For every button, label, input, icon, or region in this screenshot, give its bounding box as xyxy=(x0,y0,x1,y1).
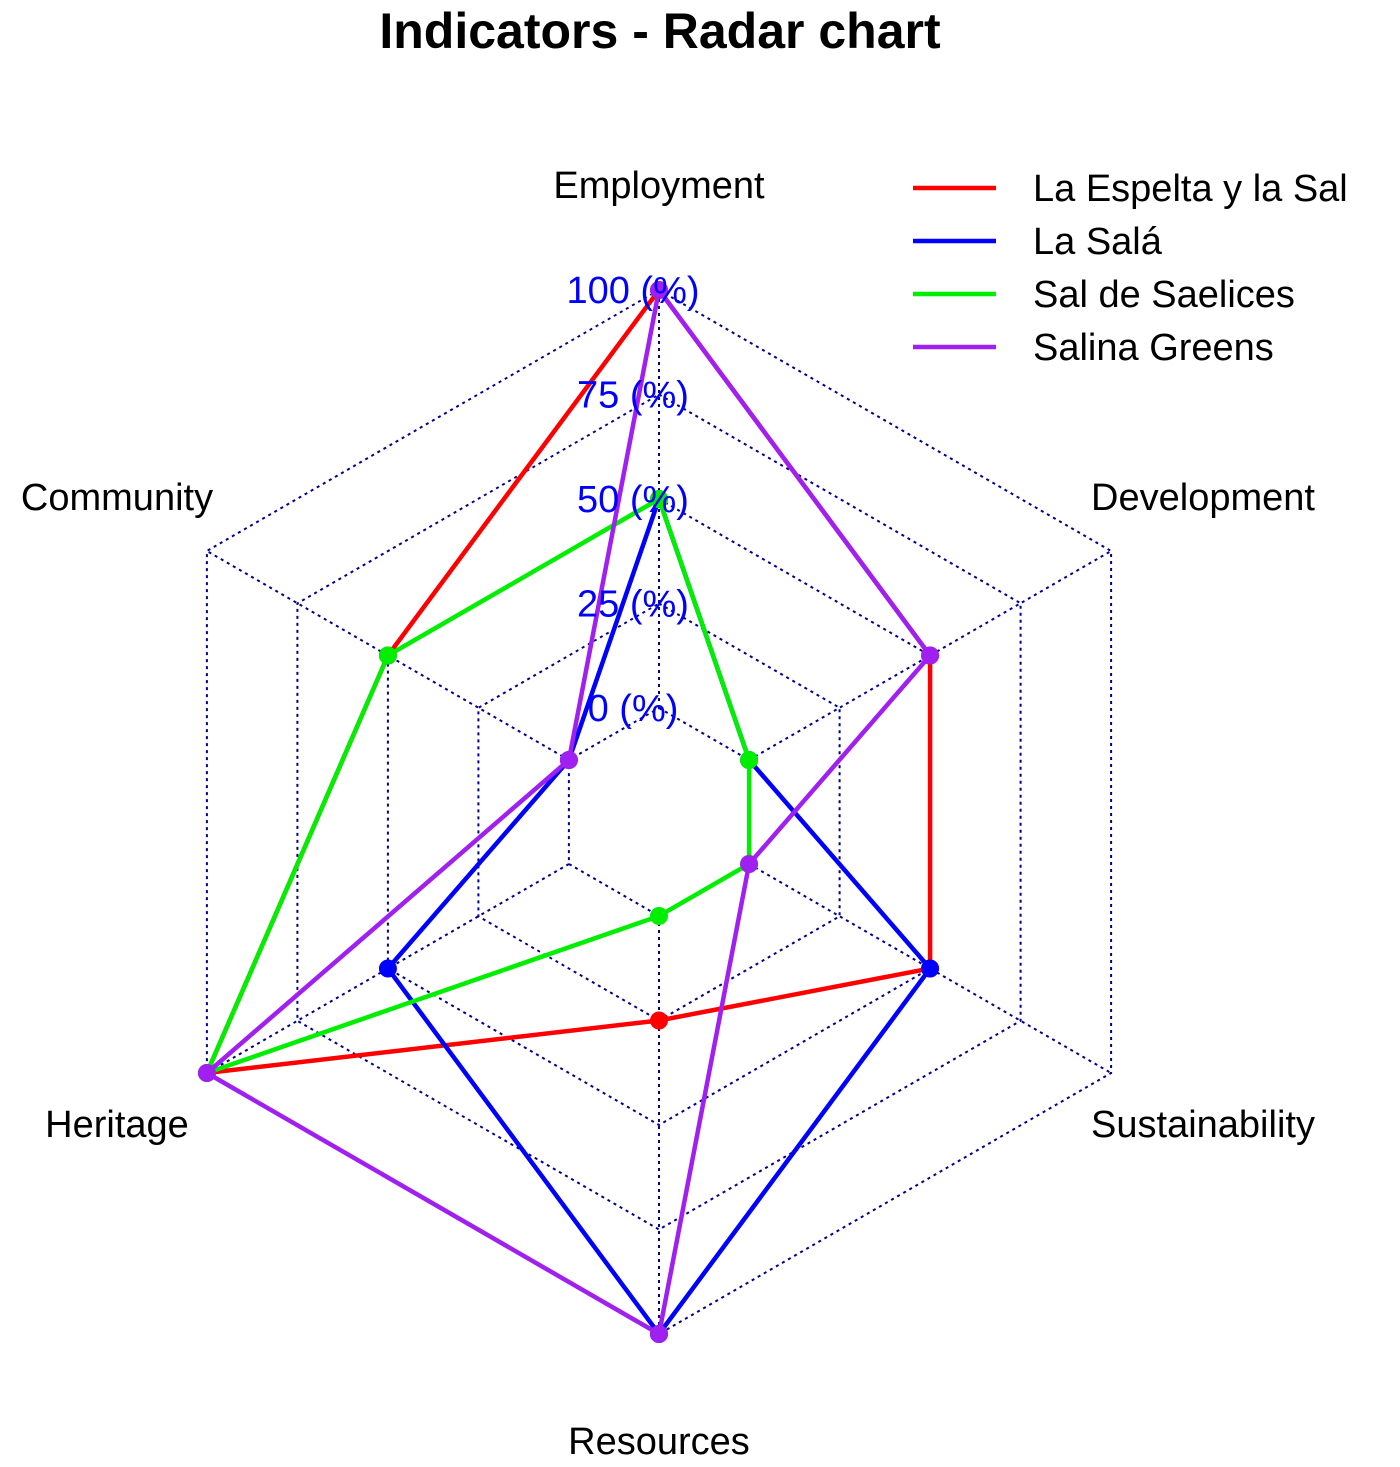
series-point-sal-de-saelices-resources xyxy=(650,907,668,925)
legend-label-la-espelta-y-la-sal: La Espelta y la Sal xyxy=(1033,168,1348,210)
axis-label-development: Development xyxy=(1091,477,1315,519)
legend[interactable]: La Espelta y la Sal La Salá Sal de Saelice… xyxy=(913,168,1348,369)
series-line-salina-greens xyxy=(203,284,933,1338)
axis-label-community: Community xyxy=(21,477,213,519)
series-point-salina-greens-employment xyxy=(650,281,668,299)
legend-label-salina-greens: Salina Greens xyxy=(1033,327,1274,369)
axis-label-sustainability: Sustainability xyxy=(1091,1104,1315,1146)
grid-ring xyxy=(567,706,751,918)
series-point-salina-greens-heritage xyxy=(197,1064,216,1082)
series-point-salina-greens-resources xyxy=(650,1325,668,1343)
axis-label-resources: Resources xyxy=(568,1421,750,1463)
series-line-la-espelta-y-la-sal xyxy=(203,286,933,1076)
tick-label: 50 (%) xyxy=(577,479,689,521)
series-point-la-espelta-y-la-sal-resources xyxy=(650,1011,668,1030)
series-point-la-sal--sustainability xyxy=(921,959,940,978)
series-point-la-sal--heritage xyxy=(378,959,397,978)
grid-ring xyxy=(296,393,1022,1231)
tick-labels: 0 (%) 25 (%) 50 (%) 75 (%) 100 (%) xyxy=(566,270,699,730)
chart-title: Indicators - Radar chart xyxy=(379,3,941,59)
series-point-salina-greens-development xyxy=(921,646,940,665)
legend-label-la-sal-: La Salá xyxy=(1033,221,1163,263)
axis-label-employment: Employment xyxy=(553,165,765,207)
legend-label-sal-de-saelices: Sal de Saelices xyxy=(1033,274,1295,316)
radar-grid xyxy=(205,288,1113,1336)
tick-label: 25 (%) xyxy=(577,584,689,626)
series-point-sal-de-saelices-employment xyxy=(650,490,668,508)
axis-label-heritage: Heritage xyxy=(45,1104,189,1146)
series-point-sal-de-saelices-development xyxy=(740,751,759,769)
tick-label: 0 (%) xyxy=(588,688,679,730)
tick-label: 75 (%) xyxy=(577,375,689,417)
series-layer xyxy=(197,281,940,1343)
series-point-salina-greens-community xyxy=(559,751,578,769)
series-point-sal-de-saelices-community xyxy=(378,646,397,665)
grid-ring xyxy=(386,497,932,1127)
series-point-salina-greens-sustainability xyxy=(740,855,759,873)
axis-labels: Employment Development Sustainability Resou… xyxy=(21,165,1315,1463)
tick-label: 100 (%) xyxy=(566,270,699,312)
